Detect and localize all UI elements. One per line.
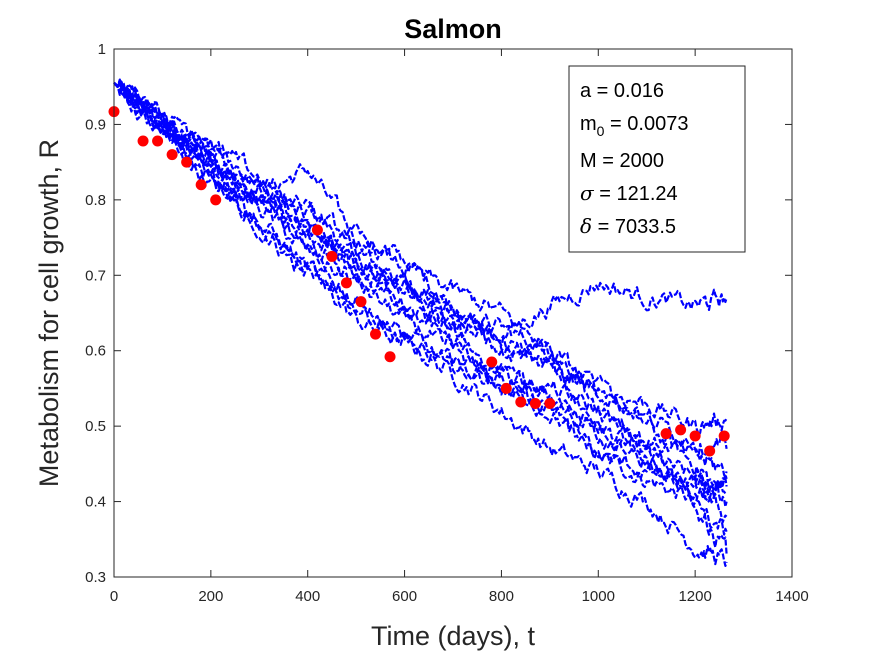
observed-data-point	[384, 351, 396, 363]
observed-data-point	[515, 396, 527, 408]
parameter-box-frame	[568, 65, 746, 253]
observed-data-point	[326, 250, 338, 262]
x-axis-ticks: 0 200 400 600 800 1000 1200 1400	[110, 49, 809, 605]
observed-data-point	[195, 179, 207, 191]
simulation-series-line	[113, 80, 728, 524]
simulation-series-line	[113, 82, 728, 477]
observed-data-point	[340, 277, 352, 289]
x-tick-label: 800	[489, 588, 514, 605]
x-tick-label: 1000	[582, 588, 615, 605]
simulation-series-group	[113, 78, 728, 567]
observed-data-point	[500, 382, 512, 394]
x-axis-label: Time (days), t	[371, 621, 536, 651]
observed-data-point	[152, 135, 164, 147]
param-m0-symbol: m	[580, 113, 597, 135]
param-delta-equals: =	[592, 216, 615, 238]
param-delta: δ = 7033.5	[580, 214, 676, 238]
simulation-series-line	[113, 82, 728, 567]
param-delta-symbol: δ	[580, 214, 592, 238]
observed-data-point	[660, 428, 672, 440]
observed-data-point	[718, 430, 730, 442]
observed-data-point	[689, 430, 701, 442]
x-tick-label: 200	[198, 588, 223, 605]
simulation-series-line	[113, 82, 728, 496]
observed-points-group	[108, 106, 730, 457]
x-tick-label: 1200	[678, 588, 711, 605]
observed-data-point	[529, 398, 541, 410]
y-tick-label: 0.5	[85, 418, 106, 435]
param-delta-value: 7033.5	[615, 216, 676, 238]
param-sigma-equals: =	[594, 183, 617, 205]
observed-data-point	[704, 445, 716, 457]
observed-data-point	[311, 224, 323, 236]
observed-data-point	[355, 296, 367, 308]
y-tick-label: 1	[98, 41, 106, 58]
param-sigma: σ = 121.24	[580, 181, 678, 205]
param-a: a = 0.016	[580, 80, 664, 102]
y-tick-label: 0.8	[85, 192, 106, 209]
param-M-value: 2000	[619, 150, 664, 172]
observed-data-point	[181, 156, 193, 168]
x-tick-label: 0	[110, 588, 118, 605]
x-tick-label: 600	[392, 588, 417, 605]
param-m0: m0 = 0.0073	[580, 113, 688, 139]
y-tick-label: 0.3	[85, 569, 106, 586]
simulation-series-line	[113, 82, 727, 507]
observed-data-point	[370, 328, 382, 340]
chart-title: Salmon	[404, 14, 502, 44]
param-a-symbol: a	[580, 80, 592, 102]
param-M-symbol: M	[580, 150, 597, 172]
param-sigma-value: 121.24	[616, 183, 677, 205]
observed-data-point	[486, 356, 498, 368]
param-M-equals: =	[597, 150, 620, 172]
y-tick-label: 0.6	[85, 343, 106, 360]
parameter-box: a = 0.016 m0 = 0.0073 M = 2000 σ = 121.2…	[568, 65, 746, 253]
param-m0-value: 0.0073	[627, 113, 688, 135]
plot-frame	[113, 48, 793, 578]
simulation-series-line	[113, 82, 728, 536]
observed-data-point	[137, 135, 149, 147]
y-tick-label: 0.4	[85, 494, 106, 511]
param-M: M = 2000	[580, 150, 664, 172]
observed-data-point	[675, 424, 687, 436]
observed-data-point	[544, 398, 556, 410]
observed-data-point	[166, 149, 178, 161]
param-m0-subscript: 0	[597, 123, 605, 139]
param-m0-equals: =	[604, 113, 627, 135]
x-tick-label: 400	[295, 588, 320, 605]
observed-data-point	[210, 194, 222, 206]
y-axis-ticks: 0.3 0.4 0.5 0.6 0.7 0.8 0.9 1	[85, 41, 792, 586]
y-axis-label: Metabolism for cell growth, R	[34, 139, 64, 487]
param-a-value: 0.016	[614, 80, 664, 102]
y-tick-label: 0.9	[85, 116, 106, 133]
x-tick-label: 1400	[775, 588, 808, 605]
param-a-equals: =	[591, 80, 614, 102]
simulation-series-line	[113, 82, 728, 457]
y-tick-label: 0.7	[85, 267, 106, 284]
param-sigma-symbol: σ	[580, 181, 595, 205]
